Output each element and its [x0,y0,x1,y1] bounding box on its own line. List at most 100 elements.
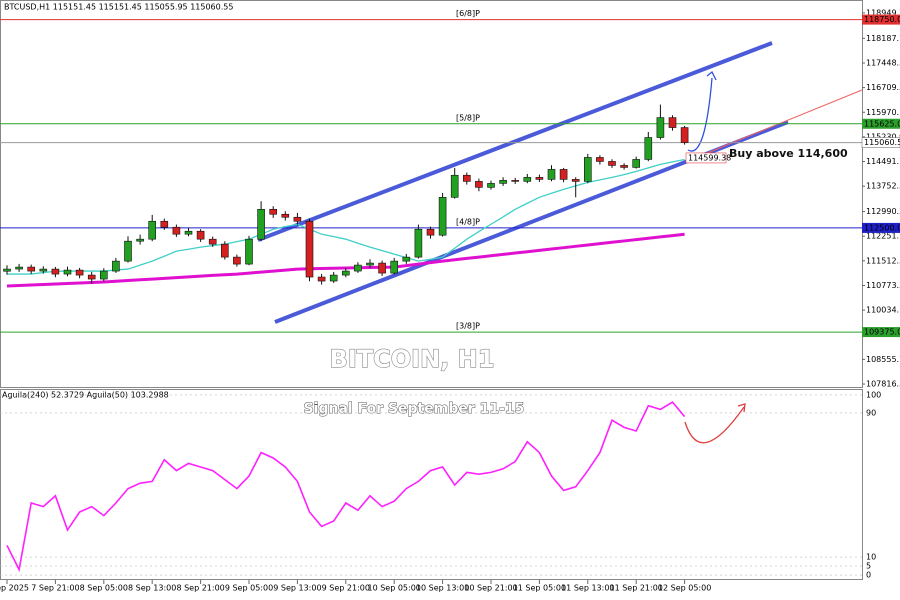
candle-body [208,238,217,245]
main-frame [0,0,863,388]
candle-body [487,183,495,188]
y-tick-label: 0 [866,571,871,580]
candle-body [172,226,181,235]
candle-body [644,137,653,160]
y-tick-label: 114491.70 [866,157,900,166]
level-label: 115625.00 [864,119,900,128]
x-tick-label: 10 Sep 13:00 [416,584,469,593]
target-label: 114599.38 [688,153,731,162]
candle-body [402,256,411,262]
x-tick-label: 11 Sep 05:00 [513,584,566,593]
up-arrow-head [706,70,717,81]
candle-body [124,240,132,262]
candle-body [378,262,386,274]
signal-arrow-head [737,403,746,413]
candle-body [221,243,229,258]
candle-body [535,177,544,180]
level-name: [5/8]P [456,113,480,122]
y-tick-label: 111512.50 [866,256,900,265]
candle-body [15,266,23,270]
y-tick-label: 10 [866,553,876,562]
candle-body [136,238,144,242]
candle-body [233,256,241,265]
candle-body [426,228,435,236]
y-tick-label: 5 [866,562,871,571]
x-tick-label: 11 Sep 13:00 [561,584,614,593]
candle-body [608,161,616,166]
level-label: 109375.00 [864,328,900,337]
candle-body [269,208,278,215]
candle-body [559,169,568,180]
x-tick-label: 11 Sep 21:00 [609,584,662,593]
candle-body [87,274,96,280]
signal-arrow [684,406,745,444]
buy-note: Buy above 114,600 [729,147,848,160]
y-tick-label: 118949.70 [866,8,900,17]
y-tick-label: 100 [866,390,881,399]
level-box [862,14,900,25]
y-tick-label: 107816.50 [866,380,900,389]
current-price-box [861,137,900,148]
candle-body [390,260,399,274]
candle-body [596,157,604,162]
candle-body [196,230,205,240]
x-tick-label: 8 Sep 21:00 [176,584,224,593]
candle-body [571,179,580,182]
candle-body [656,117,665,138]
candle-body [511,180,520,182]
candle-body [305,220,314,278]
x-tick-label: 8 Sep 13:00 [128,584,176,593]
candle-body [293,216,302,222]
y-tick-label: 115970.10 [866,108,900,117]
candle-body [523,177,532,182]
x-tick-label: 10 Sep 21:00 [464,584,517,593]
y-tick-label: 112251.70 [866,232,900,241]
candle-body [281,213,290,218]
candle-body [39,268,48,272]
x-tick-label: 9 Sep 13:00 [273,584,321,593]
y-tick-label: 117448.55 [866,58,900,67]
y-tick-label: 110034.10 [866,306,900,315]
indicator-frame [0,389,863,580]
level-name: [4/8]P [456,217,480,226]
candle-body [668,117,677,128]
candle-body [51,268,60,275]
candle-body [100,270,108,280]
candle-body [438,197,447,236]
level-name: [3/8]P [456,322,480,331]
trend-line [689,89,863,161]
candle-body [184,230,193,235]
y-tick-label: 108555.70 [866,355,900,364]
level-label: 118750.00 [864,15,900,24]
y-tick-label: 110773.30 [866,281,900,290]
x-tick-label: 9 Sep 05:00 [225,584,273,593]
signal-title: Signal For September 11-15 [304,401,525,417]
candle-body [547,169,556,180]
candle-body [160,220,169,228]
current-price-label: 115060.55 [864,138,900,147]
candle-body [329,274,338,282]
candle-body [27,266,36,272]
candle-body [63,269,72,275]
moving-average [7,158,685,275]
candle-body [245,238,253,265]
level-box [862,222,900,233]
chart-header: BTCUSD,H1 115151.45 115151.45 115055.95 … [4,3,233,12]
level-box [862,327,900,338]
candle-body [499,180,507,184]
candle-body [112,260,120,272]
candle-body [317,276,326,282]
level-label: 112500.00 [864,223,900,232]
candle-body [366,262,374,266]
level-box [862,118,900,129]
x-tick-label: 9 Sep 21:00 [322,584,370,593]
candle-body [257,208,265,240]
y-tick-label: 116709.30 [866,83,900,92]
x-tick-label: 10 Sep 05:00 [367,584,420,593]
target-box [685,152,727,164]
channel-upper [257,41,773,242]
candle-body [450,174,459,198]
y-tick-label: 112990.30 [866,207,900,216]
